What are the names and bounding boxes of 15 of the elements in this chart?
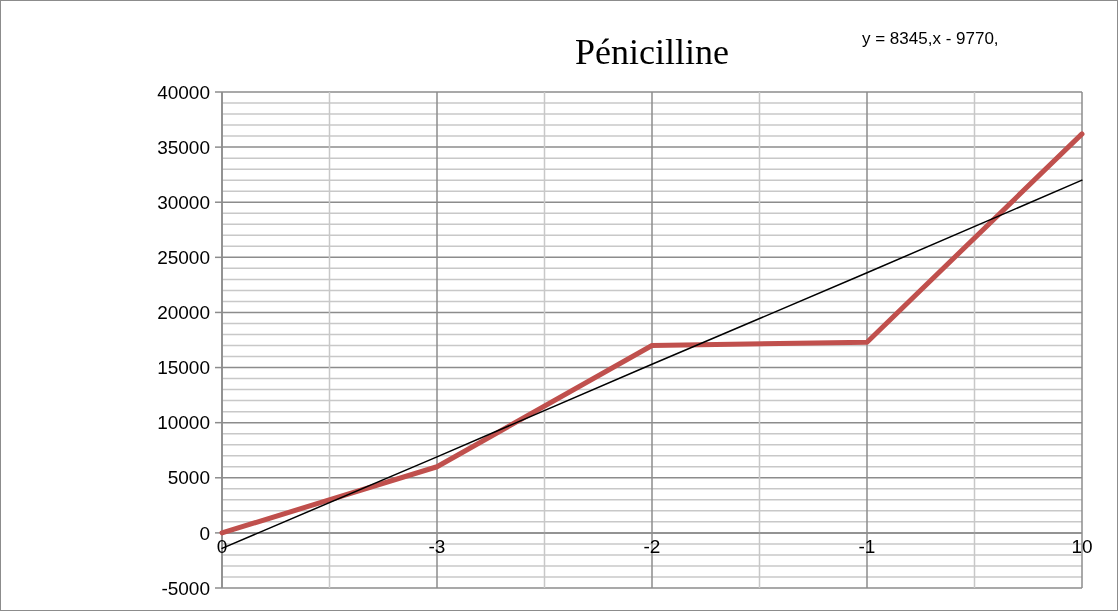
y-tick-label: -5000 bbox=[161, 577, 210, 599]
y-tick-label: 5000 bbox=[167, 467, 210, 489]
x-tick-label: -2 bbox=[643, 535, 661, 557]
y-tick-label: 40000 bbox=[157, 81, 210, 103]
y-tick-label: 25000 bbox=[157, 246, 210, 268]
y-tick-label: 10000 bbox=[157, 412, 210, 434]
x-tick-label: -1 bbox=[858, 535, 876, 557]
text: y = 8345,x - 9770, bbox=[862, 29, 999, 48]
y-tick-label: 35000 bbox=[157, 136, 210, 158]
y-tick-label: 15000 bbox=[157, 357, 210, 379]
y-tick-label: 30000 bbox=[157, 191, 210, 213]
chart-title: Pénicilline bbox=[575, 32, 729, 72]
x-tick-label: -3 bbox=[428, 535, 446, 557]
x-tick-label: 10 bbox=[1071, 535, 1093, 557]
y-tick-label: 20000 bbox=[157, 302, 210, 324]
